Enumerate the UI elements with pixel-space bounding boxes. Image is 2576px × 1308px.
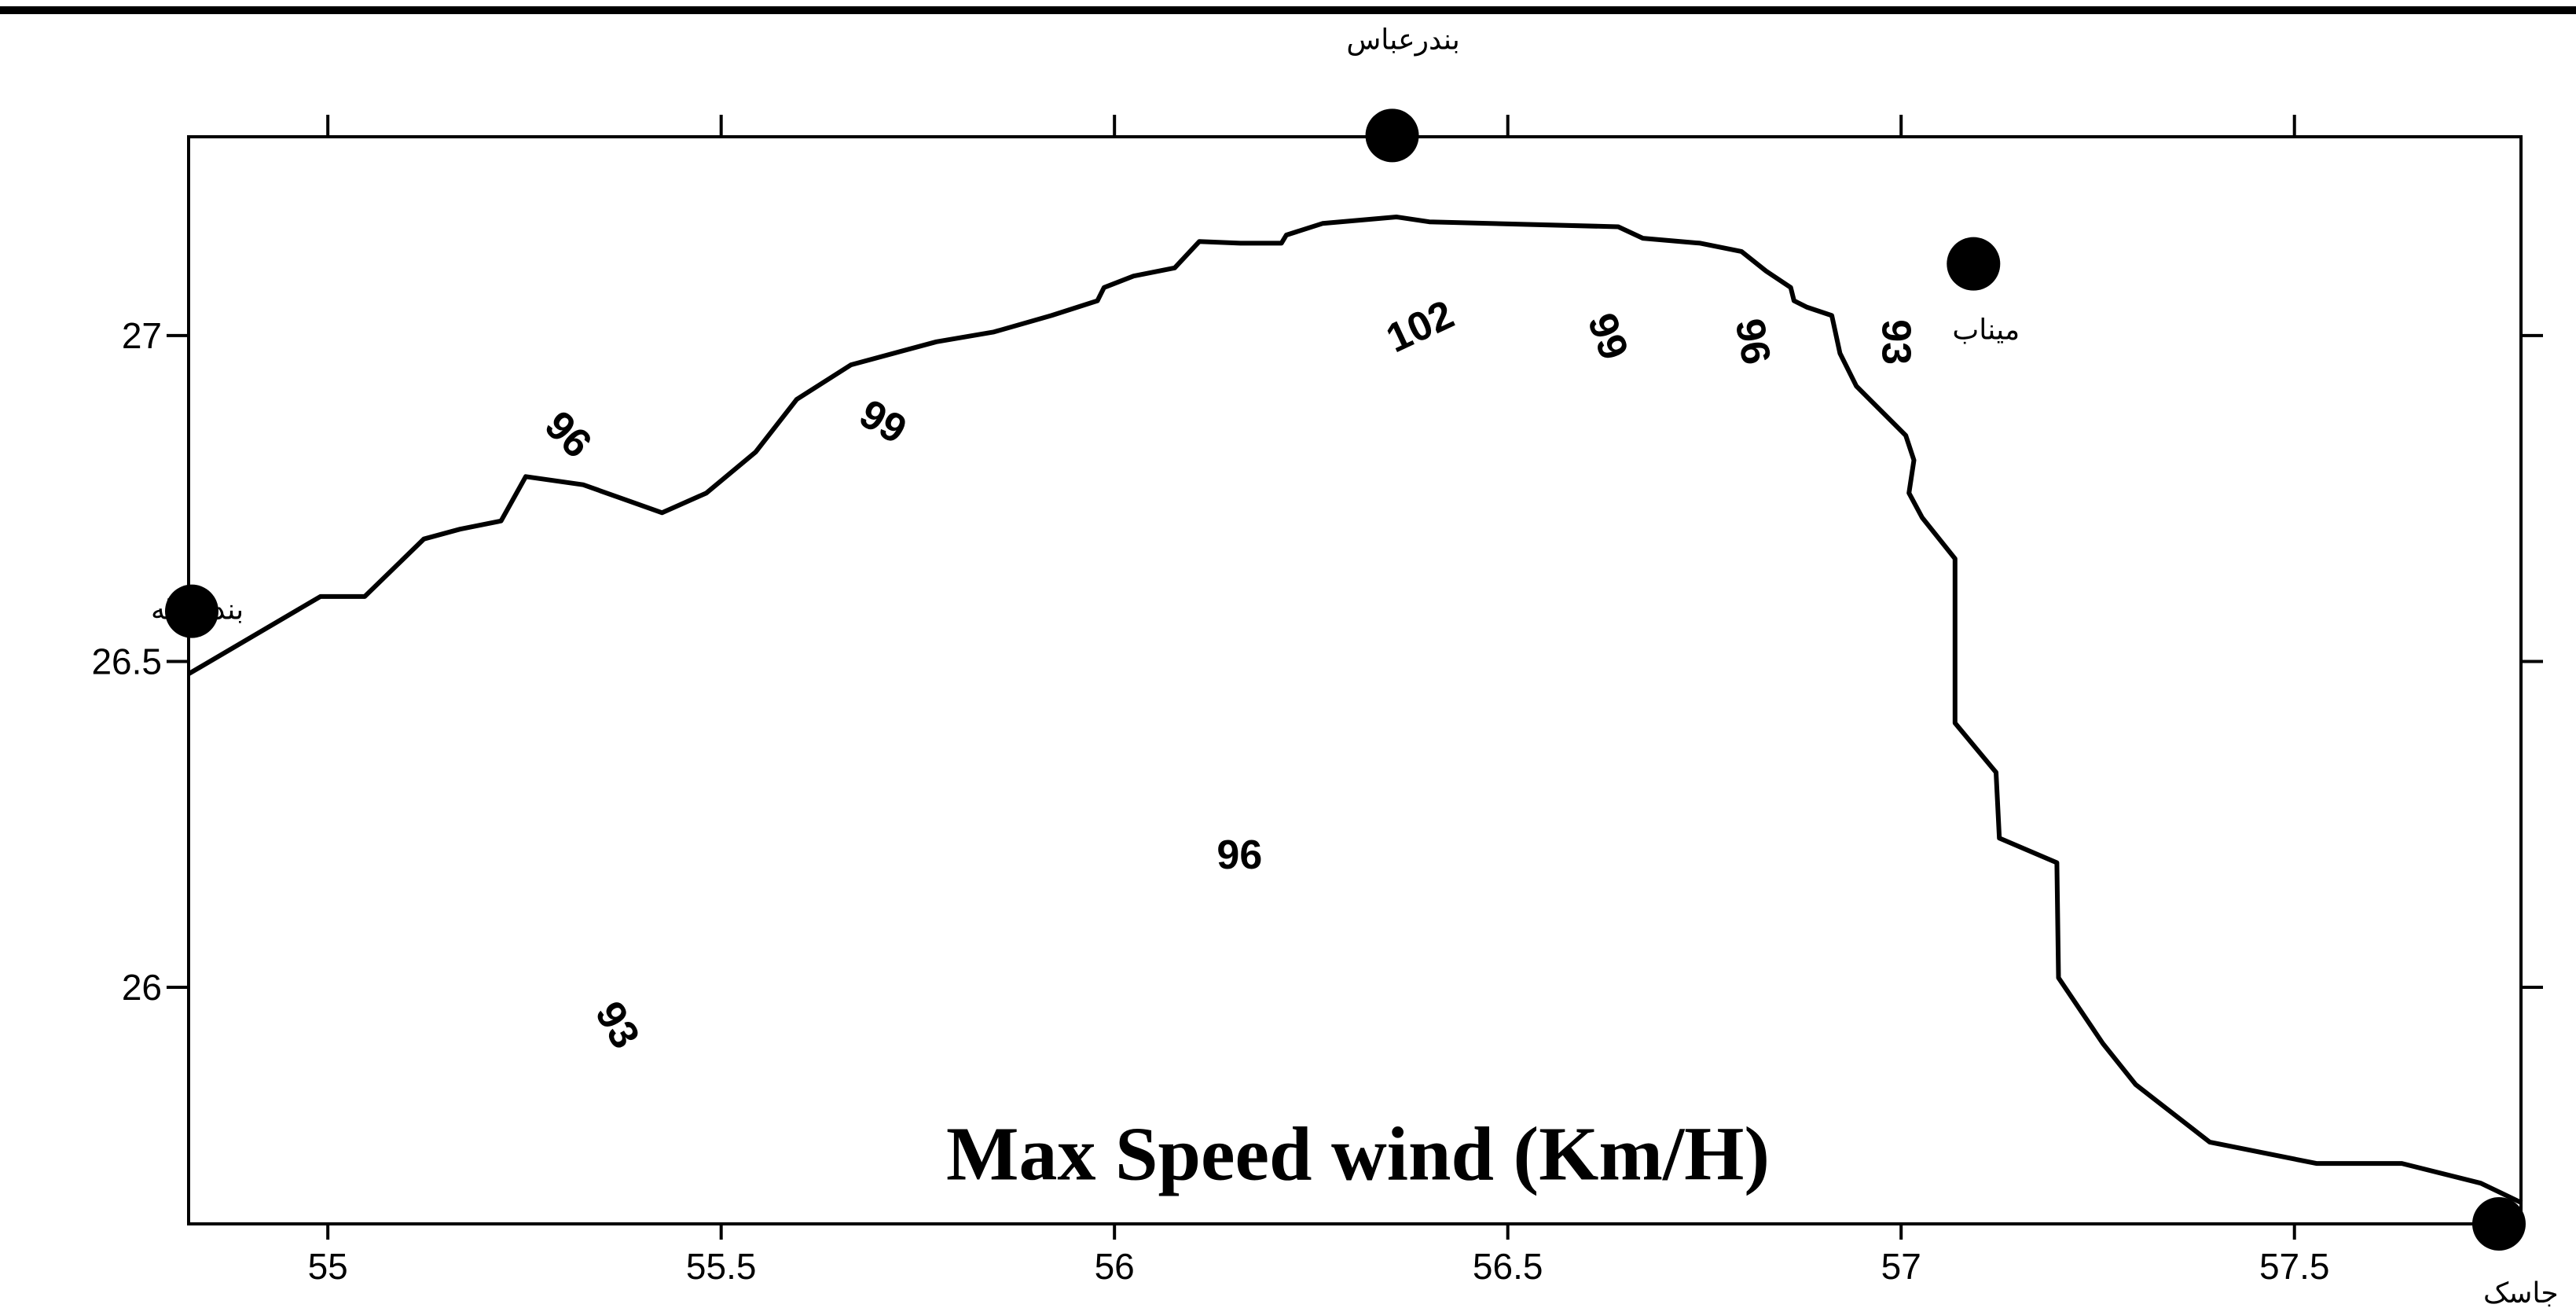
chart-title: Max Speed wind (Km/H) <box>946 1111 1770 1196</box>
city-marker <box>1947 237 2001 291</box>
city-marker <box>165 584 219 638</box>
x-tick-label: 57 <box>1881 1246 1921 1287</box>
x-tick-label: 55 <box>308 1246 348 1287</box>
city-label: جاسک <box>2483 1277 2559 1308</box>
city-label: میناب <box>1952 314 2020 347</box>
coastline <box>187 215 2523 1206</box>
x-tick-label: 56.5 <box>1473 1246 1543 1287</box>
city-marker <box>2471 1197 2526 1251</box>
city-label: بندرعباس <box>1346 24 1459 56</box>
contour-label: 96 <box>1216 832 1262 878</box>
city-marker <box>1365 108 1419 163</box>
x-tick-label: 57.5 <box>2259 1246 2330 1287</box>
top-border <box>0 6 2576 14</box>
x-tick-label: 56 <box>1095 1246 1135 1287</box>
x-tick-label: 55.5 <box>686 1246 757 1287</box>
plot-frame <box>187 135 2523 1225</box>
y-tick-label: 27 <box>122 315 162 356</box>
y-tick-label: 26 <box>122 967 162 1008</box>
city-label: بندرلنگه <box>151 593 244 626</box>
contour-label: 96 <box>1727 315 1779 368</box>
y-tick-label: 26.5 <box>91 641 162 682</box>
contour-label: 93 <box>1873 319 1918 365</box>
